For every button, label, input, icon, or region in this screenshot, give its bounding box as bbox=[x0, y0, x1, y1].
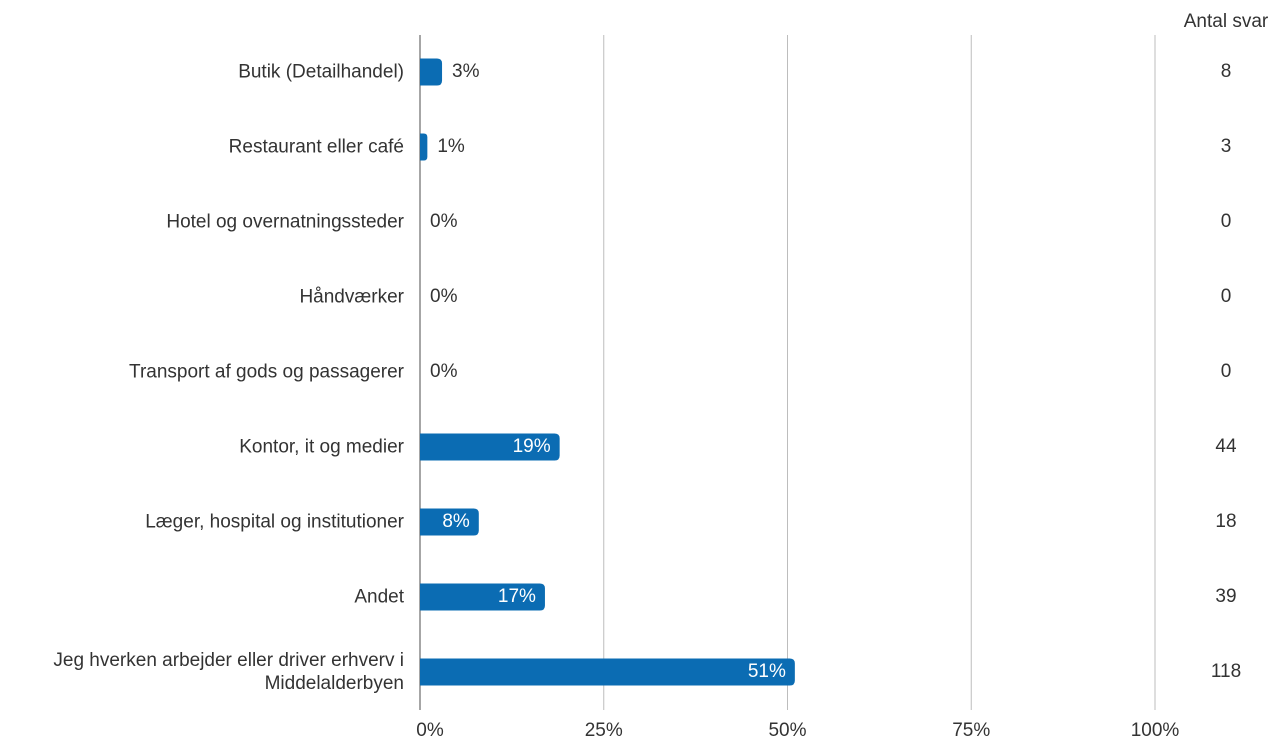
y-tick-label: Jeg hverken arbejder eller driver erhver… bbox=[53, 650, 404, 694]
count-label: 39 bbox=[1215, 586, 1236, 607]
data-label: 17% bbox=[498, 586, 536, 607]
count-label: 0 bbox=[1221, 211, 1232, 232]
x-tick-label: 0% bbox=[416, 720, 444, 741]
data-label: 0% bbox=[430, 211, 458, 232]
count-label: 18 bbox=[1215, 511, 1236, 532]
count-label: 0 bbox=[1221, 361, 1232, 382]
y-tick-label: Restaurant eller café bbox=[228, 136, 404, 158]
y-tick-label: Kontor, it og medier bbox=[239, 436, 404, 458]
data-label: 0% bbox=[430, 286, 458, 307]
x-tick-label: 100% bbox=[1131, 720, 1180, 741]
data-label: 0% bbox=[430, 361, 458, 382]
bar bbox=[420, 658, 795, 686]
count-label: 3 bbox=[1221, 136, 1232, 157]
y-tick-label: Håndværker bbox=[299, 286, 404, 308]
bar bbox=[420, 433, 560, 461]
data-label: 19% bbox=[513, 436, 551, 457]
y-tick-label: Læger, hospital og institutioner bbox=[145, 511, 404, 533]
y-tick-label: Butik (Detailhandel) bbox=[238, 61, 404, 83]
data-label: 8% bbox=[442, 511, 470, 532]
count-label: 118 bbox=[1211, 661, 1241, 682]
count-header: Antal svar bbox=[1184, 11, 1269, 32]
bar bbox=[420, 133, 428, 161]
data-label: 1% bbox=[437, 136, 465, 157]
data-label: 3% bbox=[452, 61, 480, 82]
x-tick-label: 75% bbox=[952, 720, 990, 741]
y-tick-label: Andet bbox=[354, 586, 404, 608]
bar bbox=[420, 508, 479, 536]
y-tick-label: Hotel og overnatningssteder bbox=[166, 211, 404, 233]
bar bbox=[420, 58, 443, 86]
count-label: 44 bbox=[1215, 436, 1237, 457]
x-tick-label: 25% bbox=[585, 720, 623, 741]
y-tick-label: Transport af gods og passagerer bbox=[129, 361, 404, 383]
x-tick-label: 50% bbox=[768, 720, 806, 741]
count-label: 8 bbox=[1221, 61, 1232, 82]
count-label: 0 bbox=[1221, 286, 1232, 307]
bar bbox=[420, 583, 545, 611]
data-label: 51% bbox=[748, 661, 786, 682]
